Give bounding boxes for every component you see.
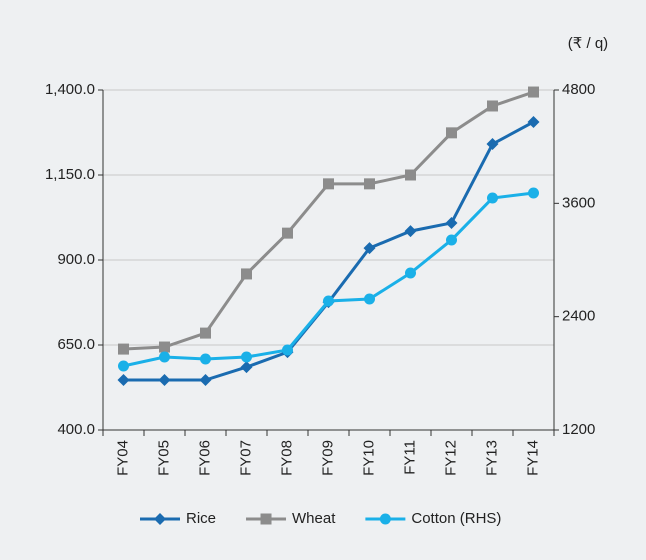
marker: [528, 187, 539, 199]
y-tick-label: 650.0: [57, 336, 95, 353]
y2-tick-label: 4800: [562, 81, 595, 98]
marker: [379, 513, 391, 525]
x-tick-label: FY06: [196, 440, 213, 476]
marker: [282, 344, 293, 356]
marker: [445, 216, 458, 229]
marker: [118, 360, 129, 372]
marker: [260, 513, 272, 525]
marker: [118, 343, 129, 355]
marker: [405, 169, 416, 181]
x-tick-label: FY10: [360, 440, 377, 476]
marker: [241, 268, 252, 280]
marker: [405, 267, 416, 279]
y-tick-label: 900.0: [57, 251, 95, 268]
marker: [117, 374, 130, 387]
marker: [200, 327, 211, 339]
marker: [240, 361, 253, 374]
marker: [158, 374, 171, 387]
y2-tick-label: 2400: [562, 308, 595, 325]
marker: [323, 178, 334, 190]
marker: [487, 192, 498, 204]
x-tick-label: FY05: [155, 440, 172, 476]
y-tick-label: 1,400.0: [45, 81, 95, 98]
x-tick-label: FY07: [237, 440, 254, 476]
marker: [527, 115, 540, 128]
marker: [154, 513, 166, 525]
y-tick-label: 1,150.0: [45, 166, 95, 183]
marker: [446, 127, 457, 139]
marker: [241, 351, 252, 363]
x-tick-label: FY12: [442, 440, 459, 476]
x-tick-label: FY14: [524, 440, 541, 476]
marker: [363, 242, 376, 255]
marker: [364, 293, 375, 305]
legend-label: Cotton (RHS): [411, 510, 501, 527]
marker: [446, 234, 457, 246]
y2-tick-label: 3600: [562, 194, 595, 211]
x-tick-label: FY13: [483, 440, 500, 476]
legend-label: Wheat: [292, 510, 336, 527]
unit-label: (₹ / q): [568, 35, 608, 52]
marker: [364, 178, 375, 190]
marker: [404, 225, 417, 238]
marker: [528, 86, 539, 98]
marker: [159, 351, 170, 363]
marker: [487, 100, 498, 112]
marker: [200, 353, 211, 365]
x-tick-label: FY04: [114, 440, 131, 476]
legend-label: Rice: [186, 510, 216, 527]
x-tick-label: FY11: [401, 440, 418, 475]
y2-tick-label: 1200: [562, 421, 595, 438]
marker: [323, 295, 334, 307]
marker: [199, 374, 212, 387]
marker: [282, 227, 293, 239]
x-tick-label: FY09: [319, 440, 336, 476]
marker: [486, 138, 499, 151]
marker: [159, 341, 170, 353]
x-tick-label: FY08: [278, 440, 295, 476]
y-tick-label: 400.0: [57, 421, 95, 438]
